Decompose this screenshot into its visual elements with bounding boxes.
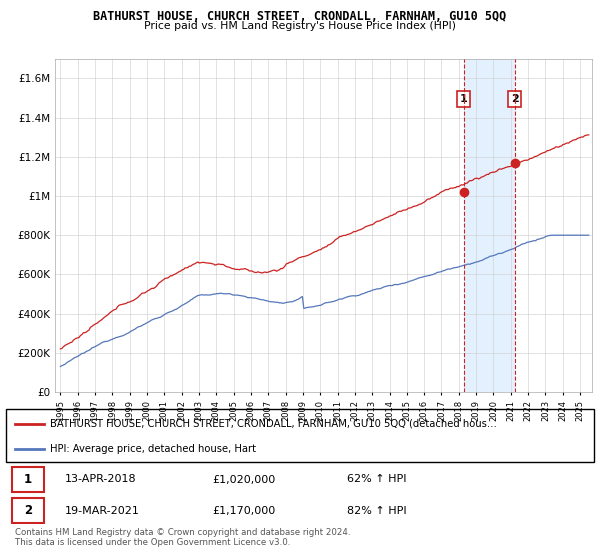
Text: 1: 1 [460, 94, 467, 104]
Text: Price paid vs. HM Land Registry's House Price Index (HPI): Price paid vs. HM Land Registry's House … [144, 21, 456, 31]
Text: £1,170,000: £1,170,000 [212, 506, 275, 516]
Text: 62% ↑ HPI: 62% ↑ HPI [347, 474, 407, 484]
Text: 13-APR-2018: 13-APR-2018 [65, 474, 136, 484]
Text: 1: 1 [24, 473, 32, 486]
Text: 82% ↑ HPI: 82% ↑ HPI [347, 506, 407, 516]
Text: BATHURST HOUSE, CHURCH STREET, CRONDALL, FARNHAM, GU10 5QQ: BATHURST HOUSE, CHURCH STREET, CRONDALL,… [94, 10, 506, 23]
Text: £1,020,000: £1,020,000 [212, 474, 275, 484]
Text: Contains HM Land Registry data © Crown copyright and database right 2024.
This d: Contains HM Land Registry data © Crown c… [15, 528, 350, 547]
Text: 2: 2 [511, 94, 518, 104]
Text: 19-MAR-2021: 19-MAR-2021 [65, 506, 140, 516]
Text: HPI: Average price, detached house, Hart: HPI: Average price, detached house, Hart [50, 444, 256, 454]
Text: BATHURST HOUSE, CHURCH STREET, CRONDALL, FARNHAM, GU10 5QQ (detached hous…: BATHURST HOUSE, CHURCH STREET, CRONDALL,… [50, 419, 497, 429]
FancyBboxPatch shape [12, 467, 44, 492]
Bar [464, 59, 515, 392]
Text: 2: 2 [24, 504, 32, 517]
FancyBboxPatch shape [12, 498, 44, 523]
